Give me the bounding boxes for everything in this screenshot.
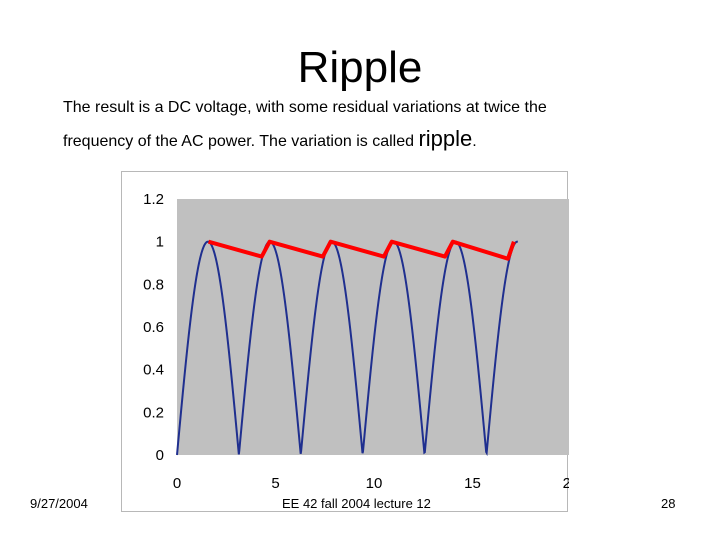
slide-body-text: The result is a DC voltage, with some re… xyxy=(63,92,663,157)
y-tick-label: 0.2 xyxy=(143,404,164,421)
ripple-term: ripple xyxy=(418,126,473,151)
x-tick-label: 5 xyxy=(271,475,279,492)
y-tick-label: 0.4 xyxy=(143,362,164,379)
x-tick-label: 0 xyxy=(173,475,181,492)
footer-date: 9/27/2004 xyxy=(30,496,88,511)
body-end-punctuation: . xyxy=(472,133,477,150)
ripple-chart-svg: 0 0.2 0.4 0.6 0.8 1 1.2 0 5 10 15 20 xyxy=(143,191,569,492)
y-tick-label: 0.8 xyxy=(143,276,164,293)
body-line-1: The result is a DC voltage, with some re… xyxy=(63,99,547,116)
y-tick-label: 1.2 xyxy=(143,191,164,208)
y-tick-label: 0.6 xyxy=(143,319,164,336)
y-tick-label: 0 xyxy=(156,447,164,464)
x-tick-label: 10 xyxy=(366,475,383,492)
x-tick-label: 20 xyxy=(563,475,569,492)
slide-title: Ripple xyxy=(297,43,423,92)
series-line-rectified-sine xyxy=(176,240,518,457)
x-tick-label: 15 xyxy=(464,475,481,492)
footer-course: EE 42 fall 2004 lecture 12 xyxy=(282,496,431,511)
series-line-ripple xyxy=(207,239,516,261)
ripple-chart: 0 0.2 0.4 0.6 0.8 1 1.2 0 5 10 15 20 xyxy=(121,171,569,512)
body-line-2: frequency of the AC power. The variation… xyxy=(63,133,419,150)
y-tick-label: 1 xyxy=(156,234,164,251)
footer-page-number: 28 xyxy=(661,496,676,511)
